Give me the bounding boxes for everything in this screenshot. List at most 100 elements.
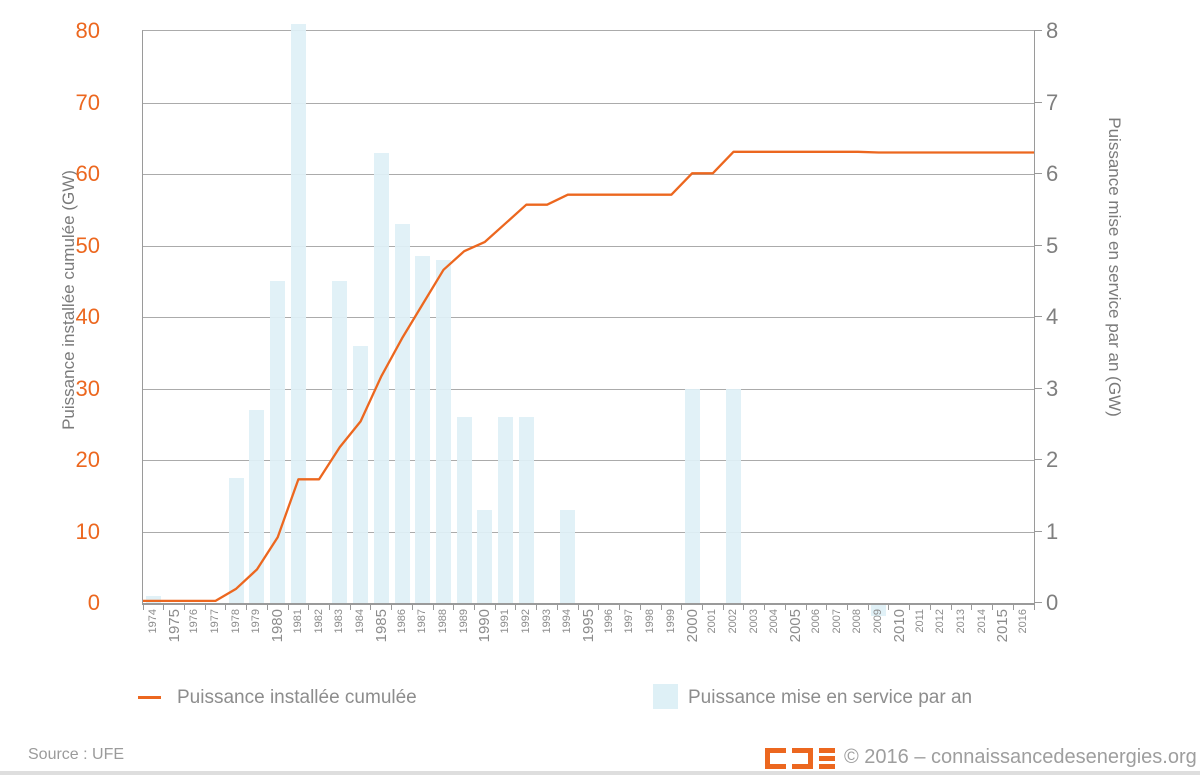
bar-1989 xyxy=(456,417,472,603)
x-tick-mark xyxy=(411,604,413,610)
year-label-2003: 2003 xyxy=(747,609,760,634)
right-tick-mark-1 xyxy=(1034,530,1042,532)
left-tick-30: 30 xyxy=(75,375,100,401)
bar-1981 xyxy=(290,23,306,603)
right-tick-mark-7 xyxy=(1034,101,1042,103)
year-label-1988: 1988 xyxy=(436,609,449,634)
year-label-1992: 1992 xyxy=(519,609,532,634)
x-tick-mark xyxy=(308,604,310,610)
x-tick-mark xyxy=(784,604,786,610)
left-tick-60: 60 xyxy=(75,161,100,186)
bar-1987 xyxy=(415,256,431,603)
gridline-60 xyxy=(143,174,1034,175)
x-tick-mark xyxy=(142,604,144,610)
legend: Puissance installée cumulée Puissance mi… xyxy=(0,680,1200,725)
year-label-2001: 2001 xyxy=(706,609,719,634)
x-tick-mark xyxy=(888,604,890,610)
year-label-1987: 1987 xyxy=(416,609,429,634)
x-tick-mark xyxy=(1033,604,1035,610)
cumulative-line-layer xyxy=(143,150,1034,603)
right-tick-mark-8 xyxy=(1034,30,1042,31)
right-tick-6: 6 xyxy=(1046,161,1059,186)
x-tick-mark xyxy=(971,604,973,610)
x-tick-mark xyxy=(1012,604,1014,610)
x-tick-mark xyxy=(577,604,579,610)
x-tick-mark xyxy=(929,604,931,610)
x-tick-mark xyxy=(204,604,206,610)
year-label-2009: 2009 xyxy=(872,609,885,634)
x-tick-mark xyxy=(246,604,248,610)
x-tick-mark xyxy=(992,604,994,610)
bar-1991 xyxy=(498,417,514,603)
year-label-1977: 1977 xyxy=(209,609,222,634)
x-tick-mark xyxy=(432,604,434,610)
left-tick-0: 0 xyxy=(87,590,100,615)
right-tick-2: 2 xyxy=(1046,447,1059,472)
x-tick-mark xyxy=(743,604,745,610)
right-tick-7: 7 xyxy=(1046,89,1059,115)
x-tick-mark xyxy=(764,604,766,610)
year-label-2006: 2006 xyxy=(809,609,822,634)
left-tick-10: 10 xyxy=(75,518,100,544)
year-label-1996: 1996 xyxy=(602,609,615,634)
right-axis-title: Puissance mise en service par an (GW) xyxy=(1105,117,1124,417)
gridline-30 xyxy=(143,388,1034,390)
cde-logo-c-icon xyxy=(765,748,786,769)
bar-2002 xyxy=(726,388,742,603)
x-tick-mark xyxy=(391,604,393,610)
x-tick-mark xyxy=(950,604,952,610)
right-tick-mark-4 xyxy=(1034,316,1042,317)
x-tick-mark xyxy=(701,604,703,610)
x-tick-mark xyxy=(287,604,289,610)
year-label-1978: 1978 xyxy=(229,609,242,634)
x-tick-mark xyxy=(681,604,683,610)
gridline-70 xyxy=(143,102,1034,104)
year-label-2016: 2016 xyxy=(1017,609,1030,634)
x-tick-mark xyxy=(909,604,911,610)
year-label-2014: 2014 xyxy=(975,609,988,634)
x-tick-mark xyxy=(536,604,538,610)
year-label-1976: 1976 xyxy=(188,609,201,634)
right-tick-mark-3 xyxy=(1034,387,1042,389)
left-tick-80: 80 xyxy=(75,18,100,43)
x-tick-mark xyxy=(183,604,185,610)
year-label-1990: 1990 xyxy=(476,609,494,643)
year-label-1984: 1984 xyxy=(354,609,367,634)
x-tick-mark xyxy=(370,604,372,610)
year-label-1986: 1986 xyxy=(395,609,408,634)
right-tick-5: 5 xyxy=(1046,232,1059,258)
year-label-1985: 1985 xyxy=(372,609,390,643)
year-label-2004: 2004 xyxy=(768,609,781,634)
x-tick-mark xyxy=(660,604,662,610)
plot-area xyxy=(142,23,1035,616)
year-label-1979: 1979 xyxy=(250,609,263,634)
x-tick-mark xyxy=(266,604,268,610)
right-tick-mark-6 xyxy=(1034,173,1042,174)
right-tick-mark-0 xyxy=(1034,602,1042,603)
right-tick-1: 1 xyxy=(1046,518,1059,544)
year-label-1991: 1991 xyxy=(499,609,512,634)
year-label-1982: 1982 xyxy=(312,609,325,634)
year-label-2015: 2015 xyxy=(994,609,1012,643)
x-tick-mark xyxy=(867,604,869,610)
legend-bar-swatch xyxy=(653,684,678,709)
right-tick-mark-2 xyxy=(1034,459,1042,460)
year-label-2002: 2002 xyxy=(727,609,740,634)
x-tick-mark xyxy=(163,604,165,610)
year-label-1998: 1998 xyxy=(644,609,657,634)
bar-1983 xyxy=(332,281,348,603)
year-label-1993: 1993 xyxy=(540,609,553,634)
x-tick-mark xyxy=(453,604,455,610)
x-tick-mark xyxy=(349,604,351,610)
left-tick-20: 20 xyxy=(75,447,100,472)
right-tick-4: 4 xyxy=(1046,304,1059,329)
legend-bar-label: Puissance mise en service par an xyxy=(688,687,973,708)
x-tick-mark xyxy=(225,604,227,610)
cde-logo-e-icon xyxy=(819,748,840,769)
x-tick-mark xyxy=(722,604,724,610)
year-label-1974: 1974 xyxy=(146,609,159,634)
year-label-2012: 2012 xyxy=(934,609,947,634)
x-tick-mark xyxy=(847,604,848,610)
left-tick-40: 40 xyxy=(75,304,100,329)
